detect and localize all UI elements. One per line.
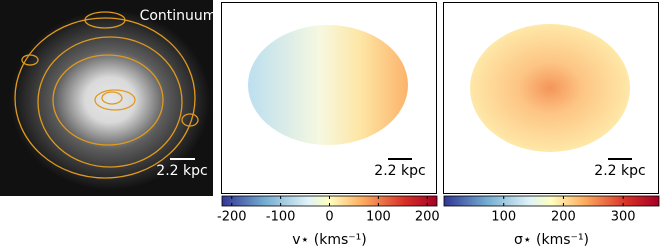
panel-label: Continuum xyxy=(140,8,217,24)
dispersion-map xyxy=(470,24,630,152)
scale-bar-label: 2.2 kpc xyxy=(156,163,207,179)
tick-label: 300 xyxy=(611,210,636,225)
scale-bar-label: 2.2 kpc xyxy=(374,163,425,179)
tick-label: 100 xyxy=(366,210,391,225)
tick-label: -200 xyxy=(217,210,247,225)
tick-label: 100 xyxy=(491,210,516,225)
velocity-map xyxy=(248,25,408,145)
tick-label: 200 xyxy=(415,210,440,225)
colorbar-label: v⋆ (kms⁻¹) xyxy=(292,232,366,248)
dispersion-panel: 2.2 kpc xyxy=(443,2,659,194)
colorbar xyxy=(443,195,660,207)
colorbar-label: σ⋆ (kms⁻¹) xyxy=(514,232,589,248)
continuum-panel: Continuum 2.2 kpc xyxy=(0,0,216,196)
tick-label: -100 xyxy=(266,210,296,225)
contours xyxy=(14,11,199,179)
tick-label: 0 xyxy=(325,210,333,225)
tick-label: 200 xyxy=(551,210,576,225)
velocity-panel: 2.2 kpc xyxy=(221,2,437,194)
scale-bar-label: 2.2 kpc xyxy=(594,163,645,179)
